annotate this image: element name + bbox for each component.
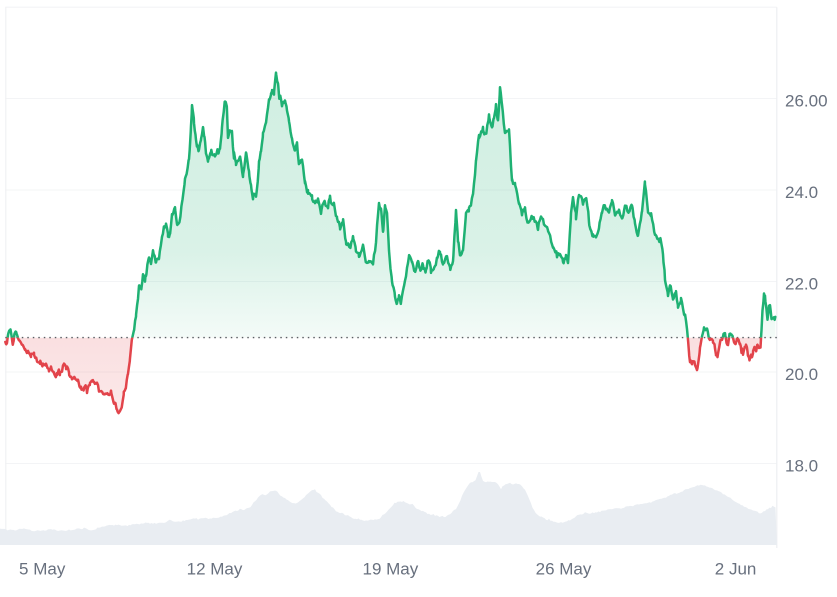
svg-text:19 May: 19 May [363,560,419,579]
svg-text:26.00: 26.00 [785,91,828,110]
svg-text:12 May: 12 May [187,560,243,579]
svg-text:2 Jun: 2 Jun [715,560,757,579]
svg-text:24.0: 24.0 [785,183,818,202]
svg-text:26 May: 26 May [536,560,592,579]
svg-text:18.0: 18.0 [785,456,818,475]
svg-text:22.0: 22.0 [785,274,818,293]
svg-text:5 May: 5 May [19,560,66,579]
svg-text:20.0: 20.0 [785,365,818,384]
